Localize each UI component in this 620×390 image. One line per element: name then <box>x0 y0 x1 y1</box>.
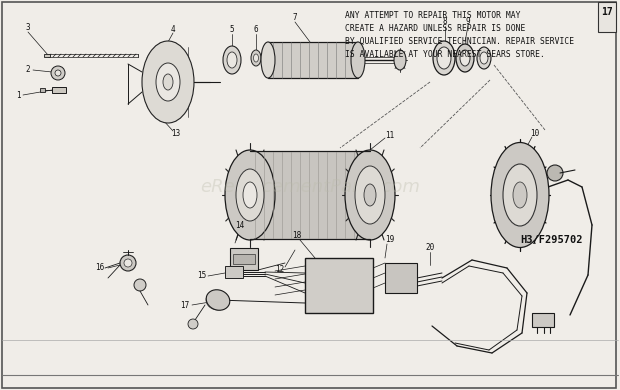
Bar <box>250 151 370 239</box>
Text: 13: 13 <box>171 129 180 138</box>
Ellipse shape <box>394 50 406 70</box>
Text: 16: 16 <box>95 264 105 273</box>
Ellipse shape <box>477 47 491 69</box>
Ellipse shape <box>163 74 173 90</box>
Text: H3/F295702: H3/F295702 <box>520 235 583 245</box>
Bar <box>44 54 50 57</box>
Circle shape <box>134 279 146 291</box>
Ellipse shape <box>142 41 194 123</box>
Text: 19: 19 <box>386 236 394 245</box>
Ellipse shape <box>254 54 259 62</box>
Ellipse shape <box>225 150 275 240</box>
Ellipse shape <box>480 52 488 64</box>
Text: 9: 9 <box>466 18 471 27</box>
Text: 12: 12 <box>275 266 285 275</box>
Bar <box>230 248 258 270</box>
Text: 10: 10 <box>530 128 539 138</box>
Text: 2: 2 <box>25 66 30 74</box>
Text: 15: 15 <box>197 271 206 280</box>
Ellipse shape <box>206 290 230 310</box>
Ellipse shape <box>345 150 395 240</box>
Text: 4: 4 <box>170 25 175 34</box>
Bar <box>52 87 66 93</box>
Bar <box>305 258 373 313</box>
Ellipse shape <box>243 182 257 208</box>
Text: 8: 8 <box>443 18 447 27</box>
Ellipse shape <box>351 42 365 78</box>
Text: 5: 5 <box>229 25 234 34</box>
Text: 7: 7 <box>293 14 298 23</box>
Bar <box>40 88 45 92</box>
Text: eReplacementParts.com: eReplacementParts.com <box>200 178 420 196</box>
Bar <box>225 266 243 278</box>
Ellipse shape <box>364 184 376 206</box>
Circle shape <box>120 255 136 271</box>
Ellipse shape <box>355 166 385 224</box>
Text: 6: 6 <box>254 25 259 34</box>
Ellipse shape <box>251 50 261 66</box>
Text: 14: 14 <box>236 222 245 230</box>
Ellipse shape <box>513 182 527 208</box>
Circle shape <box>124 259 132 267</box>
Ellipse shape <box>236 169 264 221</box>
Ellipse shape <box>156 63 180 101</box>
Ellipse shape <box>437 47 451 69</box>
Ellipse shape <box>456 44 474 72</box>
Text: 18: 18 <box>293 232 301 241</box>
Ellipse shape <box>491 142 549 248</box>
Text: 1: 1 <box>16 90 20 99</box>
Circle shape <box>55 70 61 76</box>
Ellipse shape <box>503 164 537 226</box>
Text: 20: 20 <box>425 243 435 252</box>
Bar <box>598 2 616 32</box>
Circle shape <box>188 319 198 329</box>
Ellipse shape <box>227 52 237 68</box>
Bar <box>233 254 255 264</box>
Ellipse shape <box>223 46 241 74</box>
Text: 17: 17 <box>180 301 190 310</box>
Text: 17: 17 <box>601 7 613 17</box>
Text: ANY ATTEMPT TO REPAIR THIS MOTOR MAY
CREATE A HAZARD UNLESS REPAIR IS DONE
BY QU: ANY ATTEMPT TO REPAIR THIS MOTOR MAY CRE… <box>345 11 574 59</box>
Circle shape <box>547 165 563 181</box>
Text: 11: 11 <box>386 131 394 140</box>
Ellipse shape <box>261 42 275 78</box>
Ellipse shape <box>433 41 455 75</box>
Circle shape <box>51 66 65 80</box>
Bar <box>268 42 358 78</box>
Bar <box>532 313 554 327</box>
Bar <box>385 263 417 293</box>
Ellipse shape <box>460 50 470 66</box>
Text: 3: 3 <box>25 23 30 32</box>
